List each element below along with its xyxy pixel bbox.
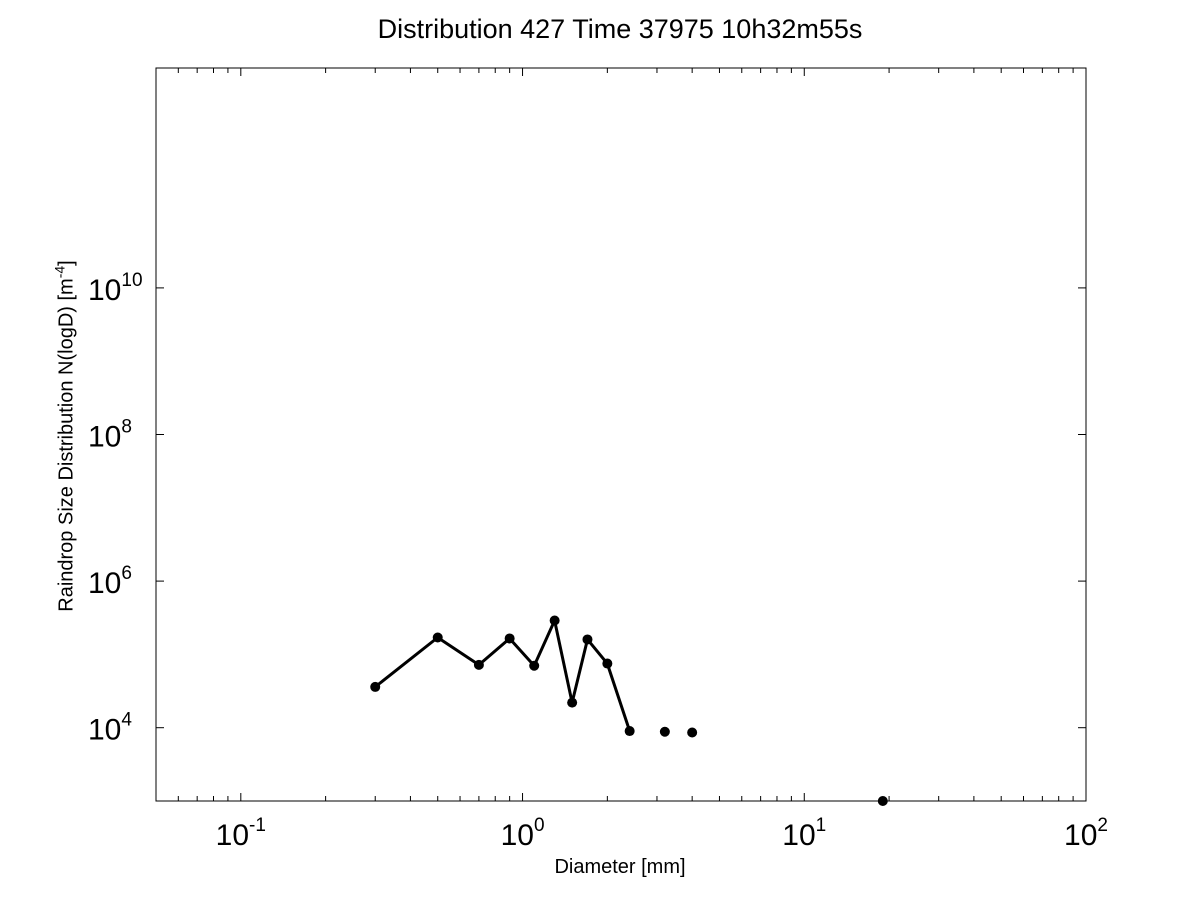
y-tick-label: 106 bbox=[88, 563, 132, 600]
x-tick-label: 101 bbox=[782, 815, 826, 852]
y-axis-label-exponent: -4 bbox=[51, 265, 68, 279]
y-axis-label: Raindrop Size Distribution N(logD) [m-4] bbox=[52, 156, 79, 716]
data-point bbox=[624, 726, 635, 737]
x-tick-label: 10-1 bbox=[216, 815, 266, 852]
data-point bbox=[687, 727, 698, 738]
chart-title: Distribution 427 Time 37975 10h32m55s bbox=[377, 14, 863, 44]
data-point bbox=[370, 681, 381, 692]
y-axis-label-text: Raindrop Size Distribution N(logD) [m bbox=[55, 278, 78, 612]
data-point bbox=[432, 632, 443, 643]
data-point bbox=[567, 697, 578, 708]
x-axis-label: Diameter [mm] bbox=[554, 856, 686, 878]
y-tick-label: 1010 bbox=[88, 270, 143, 307]
series-0-line bbox=[374, 619, 632, 732]
data-point bbox=[529, 660, 540, 671]
y-tick-label: 104 bbox=[88, 710, 132, 747]
data-point bbox=[659, 726, 670, 737]
data-point bbox=[877, 796, 888, 806]
x-tick-label: 100 bbox=[501, 815, 545, 852]
y-tick-label: 108 bbox=[88, 417, 132, 454]
data-point bbox=[602, 658, 613, 669]
y-axis-label-suffix: ] bbox=[55, 260, 78, 266]
data-point bbox=[582, 634, 593, 645]
data-point bbox=[549, 615, 560, 626]
data-point bbox=[473, 659, 484, 670]
x-tick-label: 102 bbox=[1064, 815, 1108, 852]
axes-box bbox=[155, 67, 1087, 802]
data-point bbox=[504, 633, 515, 644]
